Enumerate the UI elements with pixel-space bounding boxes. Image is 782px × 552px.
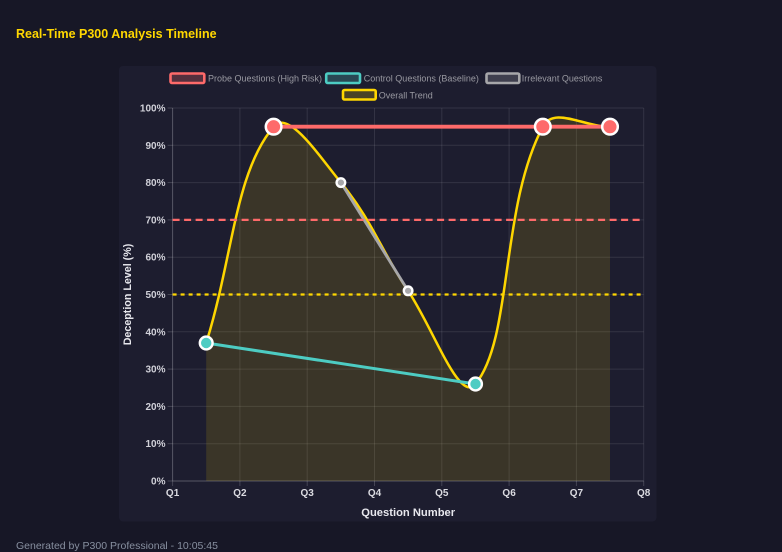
svg-text:20%: 20% xyxy=(145,402,165,413)
svg-text:40%: 40% xyxy=(145,327,165,338)
svg-text:Q4: Q4 xyxy=(368,488,382,499)
svg-text:Q1: Q1 xyxy=(166,488,180,499)
svg-text:Deception Level (%): Deception Level (%) xyxy=(122,243,134,345)
svg-text:70%: 70% xyxy=(145,215,165,226)
svg-text:Q6: Q6 xyxy=(502,488,516,499)
svg-text:Control Questions (Baseline): Control Questions (Baseline) xyxy=(364,74,479,84)
svg-text:100%: 100% xyxy=(140,104,166,115)
svg-text:Q7: Q7 xyxy=(570,488,584,499)
svg-text:10%: 10% xyxy=(145,439,165,450)
svg-text:Q2: Q2 xyxy=(233,488,247,499)
svg-text:60%: 60% xyxy=(145,253,165,264)
svg-text:Q5: Q5 xyxy=(435,488,449,499)
svg-text:80%: 80% xyxy=(145,178,165,189)
svg-text:Q3: Q3 xyxy=(301,488,315,499)
svg-text:Probe Questions (High Risk): Probe Questions (High Risk) xyxy=(208,74,322,84)
svg-text:Irrelevant Questions: Irrelevant Questions xyxy=(522,74,603,84)
svg-text:Q8: Q8 xyxy=(637,488,651,499)
svg-text:90%: 90% xyxy=(145,141,165,152)
svg-text:0%: 0% xyxy=(151,477,166,488)
svg-text:30%: 30% xyxy=(145,365,165,376)
svg-text:Question Number: Question Number xyxy=(361,507,456,519)
svg-text:Overall Trend: Overall Trend xyxy=(379,90,433,100)
svg-text:50%: 50% xyxy=(145,290,165,301)
